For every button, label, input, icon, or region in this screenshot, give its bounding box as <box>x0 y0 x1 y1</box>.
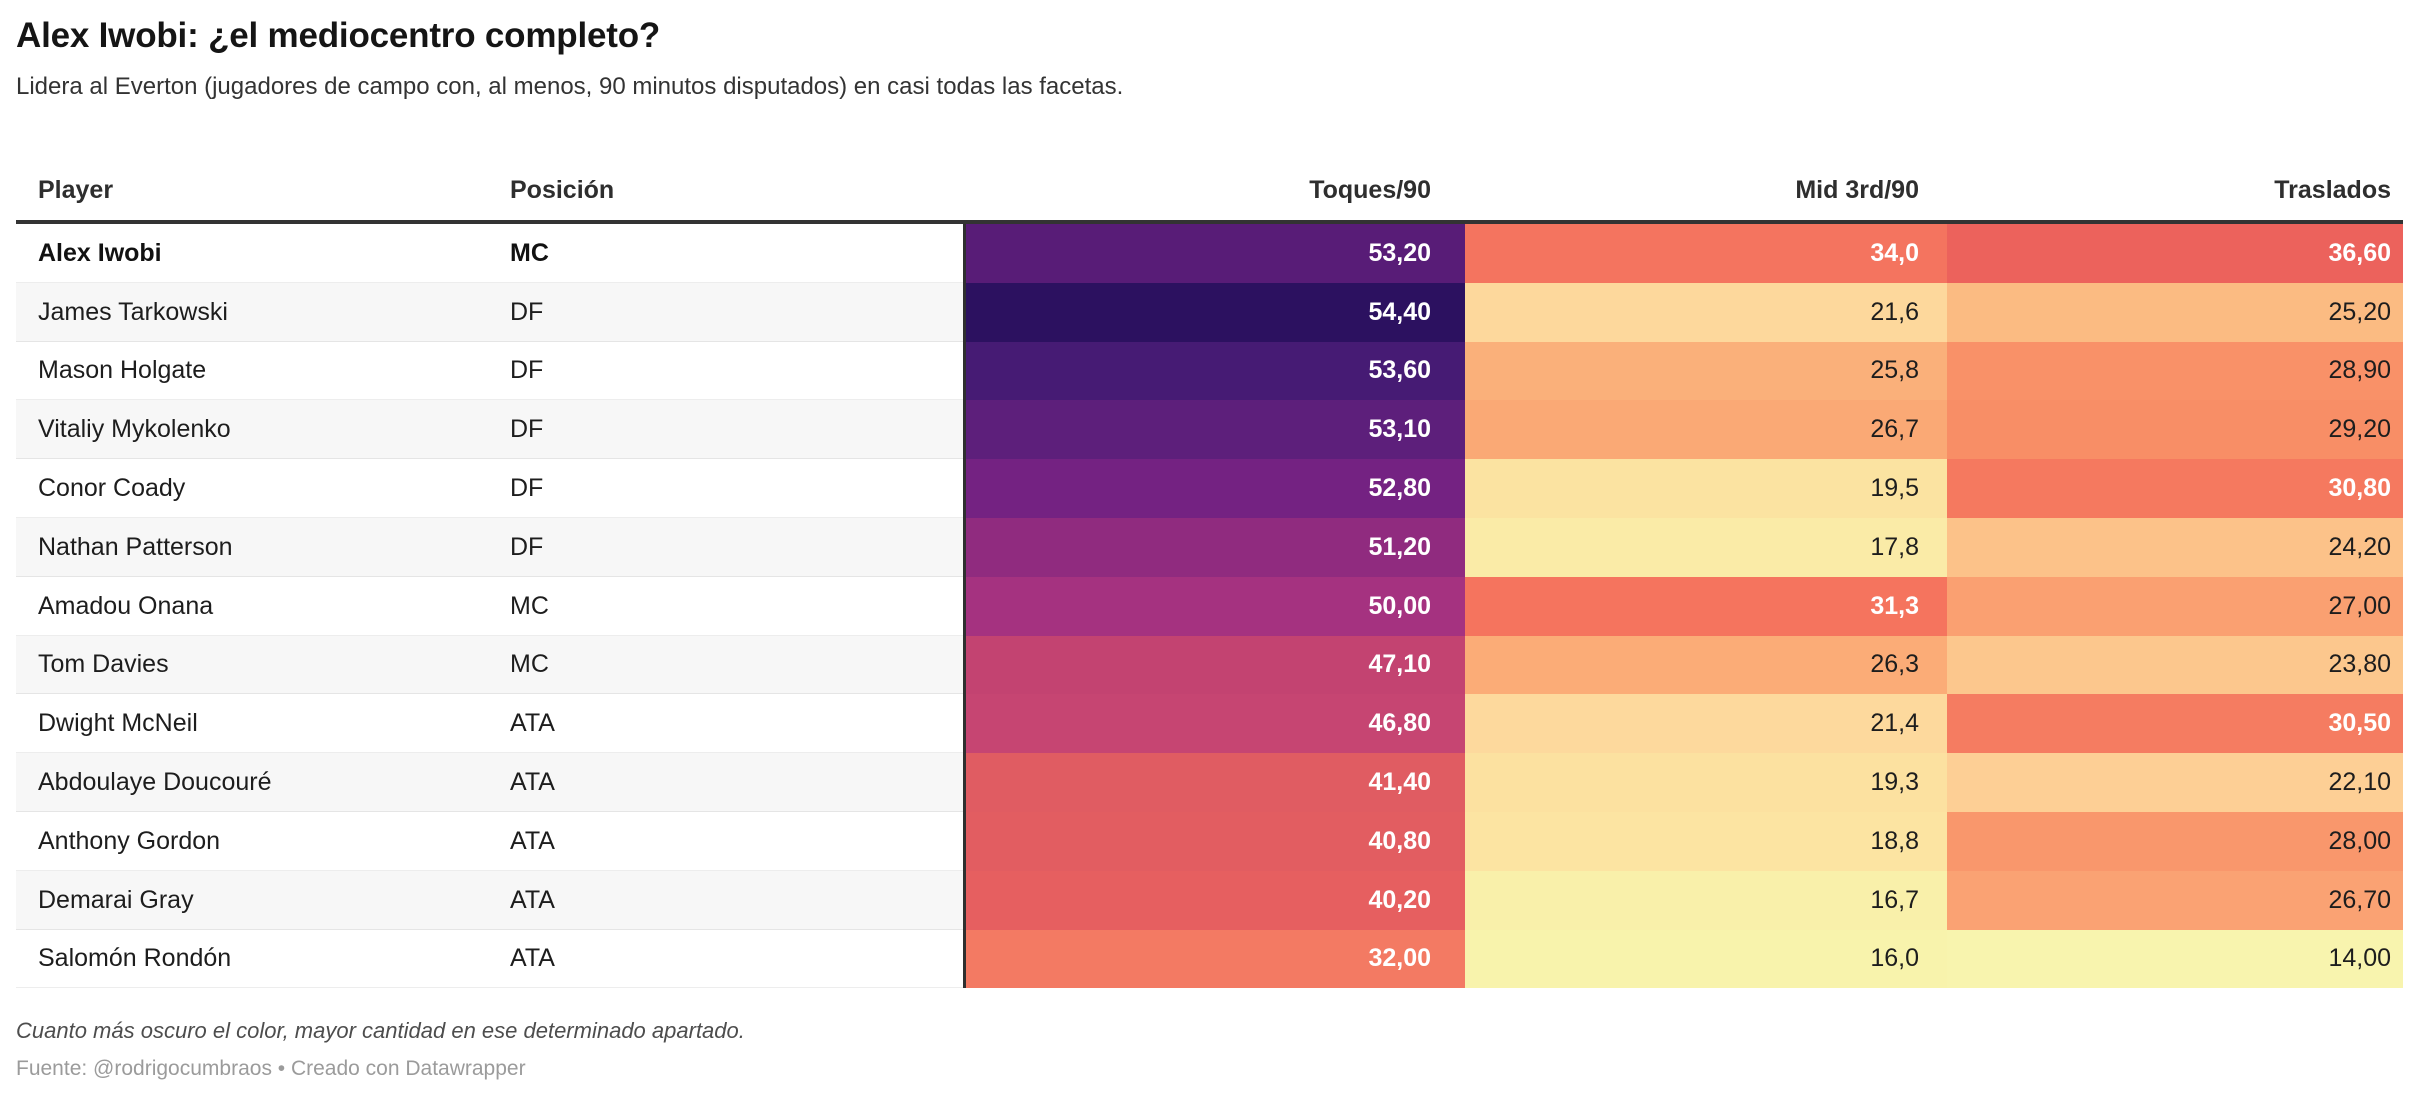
traslados-heat-cell: 24,20 <box>1947 517 2403 577</box>
chart-subtitle: Lidera al Everton (jugadores de campo co… <box>16 73 1124 100</box>
table-row: Anthony Gordon ATA 40,80 18,8 28,00 <box>16 811 2403 871</box>
traslados-heat-cell: 22,10 <box>1947 753 2403 812</box>
table-row: Dwight McNeil ATA 46,80 21,4 30,50 <box>16 694 2403 754</box>
toques-90-heat-cell: 53,20 <box>963 224 1465 283</box>
table-row: Salomón Rondón ATA 32,00 16,0 14,00 <box>16 929 2403 989</box>
player-cell: Vitaliy Mykolenko <box>38 415 231 444</box>
table-row: Tom Davies MC 47,10 26,3 23,80 <box>16 635 2403 695</box>
player-cell: Alex Iwobi <box>38 238 162 267</box>
traslados-heat-cell: 28,90 <box>1947 341 2403 401</box>
mid-3rd-90-heat-cell: 26,3 <box>1465 635 1947 695</box>
column-header-player: Player <box>38 175 114 204</box>
column-header-posicion: Posición <box>510 175 615 204</box>
mid-3rd-90-heat-cell: 18,8 <box>1465 811 1947 871</box>
table-row: Nathan Patterson DF 51,20 17,8 24,20 <box>16 517 2403 577</box>
position-cell: ATA <box>510 709 555 738</box>
chart-source-line: Fuente: @rodrigocumbraos • Creado con Da… <box>16 1057 526 1081</box>
players-table: Player Posición Toques/90 Mid 3rd/90 Tra… <box>16 160 2403 989</box>
player-cell: Nathan Patterson <box>38 532 233 561</box>
position-cell: DF <box>510 415 544 444</box>
mid-3rd-90-heat-cell: 19,5 <box>1465 459 1947 518</box>
player-cell: Dwight McNeil <box>38 709 198 738</box>
position-cell: ATA <box>510 944 555 973</box>
position-cell: DF <box>510 356 544 385</box>
mid-3rd-90-heat-cell: 16,0 <box>1465 929 1947 989</box>
traslados-heat-cell: 27,00 <box>1947 576 2403 636</box>
player-cell: Mason Holgate <box>38 356 207 385</box>
position-cell: ATA <box>510 826 555 855</box>
toques-90-heat-cell: 51,20 <box>963 517 1465 577</box>
traslados-heat-cell: 14,00 <box>1947 929 2403 989</box>
table-header-row: Player Posición Toques/90 Mid 3rd/90 Tra… <box>16 160 2403 224</box>
mid-3rd-90-heat-cell: 25,8 <box>1465 341 1947 401</box>
position-cell: MC <box>510 591 549 620</box>
table-body: Alex Iwobi MC 53,20 34,0 36,60 James Tar… <box>16 224 2403 989</box>
position-cell: MC <box>510 238 549 267</box>
table-row: Abdoulaye Doucouré ATA 41,40 19,3 22,10 <box>16 753 2403 812</box>
player-cell: Anthony Gordon <box>38 826 221 855</box>
table-row: Amadou Onana MC 50,00 31,3 27,00 <box>16 576 2403 636</box>
toques-90-heat-cell: 52,80 <box>963 459 1465 518</box>
mid-3rd-90-heat-cell: 34,0 <box>1465 224 1947 283</box>
table-row: Conor Coady DF 52,80 19,5 30,80 <box>16 459 2403 518</box>
traslados-heat-cell: 29,20 <box>1947 400 2403 460</box>
player-cell: Abdoulaye Doucouré <box>38 768 272 797</box>
player-cell: Demarai Gray <box>38 885 194 914</box>
position-cell: ATA <box>510 768 555 797</box>
position-cell: DF <box>510 532 544 561</box>
toques-90-heat-cell: 40,20 <box>963 870 1465 930</box>
toques-90-heat-cell: 53,60 <box>963 341 1465 401</box>
traslados-heat-cell: 23,80 <box>1947 635 2403 695</box>
table-row: Alex Iwobi MC 53,20 34,0 36,60 <box>16 224 2403 283</box>
toques-90-heat-cell: 40,80 <box>963 811 1465 871</box>
traslados-heat-cell: 36,60 <box>1947 224 2403 283</box>
player-cell: Conor Coady <box>38 474 186 503</box>
mid-3rd-90-heat-cell: 26,7 <box>1465 400 1947 460</box>
mid-3rd-90-heat-cell: 19,3 <box>1465 753 1947 812</box>
position-cell: MC <box>510 650 549 679</box>
mid-3rd-90-heat-cell: 21,4 <box>1465 694 1947 754</box>
player-cell: James Tarkowski <box>38 297 228 326</box>
column-header-mid-3rd-90: Mid 3rd/90 <box>1795 175 1919 204</box>
mid-3rd-90-heat-cell: 17,8 <box>1465 517 1947 577</box>
toques-90-heat-cell: 47,10 <box>963 635 1465 695</box>
traslados-heat-cell: 30,80 <box>1947 459 2403 518</box>
traslados-heat-cell: 28,00 <box>1947 811 2403 871</box>
traslados-heat-cell: 25,20 <box>1947 282 2403 342</box>
toques-90-heat-cell: 54,40 <box>963 282 1465 342</box>
table-row: James Tarkowski DF 54,40 21,6 25,20 <box>16 282 2403 342</box>
mid-3rd-90-heat-cell: 16,7 <box>1465 870 1947 930</box>
player-cell: Amadou Onana <box>38 591 214 620</box>
toques-90-heat-cell: 46,80 <box>963 694 1465 754</box>
position-cell: DF <box>510 297 544 326</box>
player-cell: Salomón Rondón <box>38 944 232 973</box>
toques-90-heat-cell: 50,00 <box>963 576 1465 636</box>
chart-footnote: Cuanto más oscuro el color, mayor cantid… <box>16 1018 745 1044</box>
mid-3rd-90-heat-cell: 21,6 <box>1465 282 1947 342</box>
toques-90-heat-cell: 32,00 <box>963 929 1465 989</box>
player-cell: Tom Davies <box>38 650 169 679</box>
position-cell: DF <box>510 474 544 503</box>
toques-90-heat-cell: 41,40 <box>963 753 1465 812</box>
column-header-traslados: Traslados <box>2274 175 2391 204</box>
table-row: Vitaliy Mykolenko DF 53,10 26,7 29,20 <box>16 400 2403 460</box>
table-row: Mason Holgate DF 53,60 25,8 28,90 <box>16 341 2403 401</box>
toques-90-heat-cell: 53,10 <box>963 400 1465 460</box>
chart-title: Alex Iwobi: ¿el mediocentro completo? <box>16 16 661 55</box>
position-cell: ATA <box>510 885 555 914</box>
traslados-heat-cell: 26,70 <box>1947 870 2403 930</box>
table-row: Demarai Gray ATA 40,20 16,7 26,70 <box>16 870 2403 930</box>
column-header-toques-90: Toques/90 <box>1309 175 1431 204</box>
datawrapper-heatmap-table: Alex Iwobi: ¿el mediocentro completo? Li… <box>16 16 2403 1081</box>
traslados-heat-cell: 30,50 <box>1947 694 2403 754</box>
mid-3rd-90-heat-cell: 31,3 <box>1465 576 1947 636</box>
